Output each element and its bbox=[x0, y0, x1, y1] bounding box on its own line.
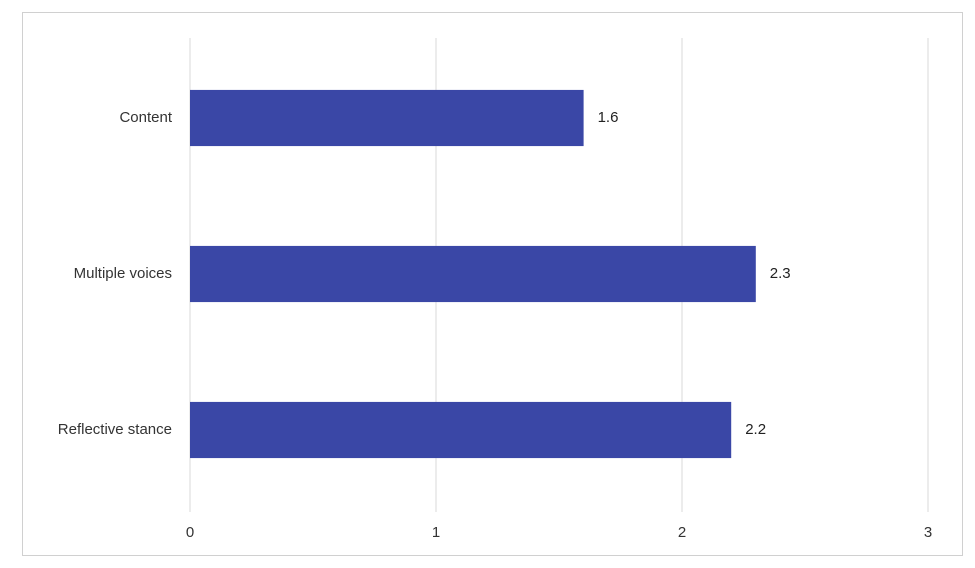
value-label: 1.6 bbox=[598, 109, 619, 126]
x-tick-label: 2 bbox=[678, 524, 686, 541]
x-tick-label: 3 bbox=[924, 524, 932, 541]
bar bbox=[190, 245, 756, 303]
bar bbox=[190, 401, 732, 459]
x-tick-label: 0 bbox=[186, 524, 194, 541]
y-tick-label: Reflective stance bbox=[58, 421, 172, 438]
y-tick-label: Content bbox=[119, 109, 172, 126]
x-tick-label: 1 bbox=[432, 524, 440, 541]
value-label: 2.3 bbox=[770, 265, 791, 282]
y-tick-label: Multiple voices bbox=[74, 265, 172, 282]
value-label: 2.2 bbox=[745, 421, 766, 438]
bar bbox=[190, 89, 584, 147]
